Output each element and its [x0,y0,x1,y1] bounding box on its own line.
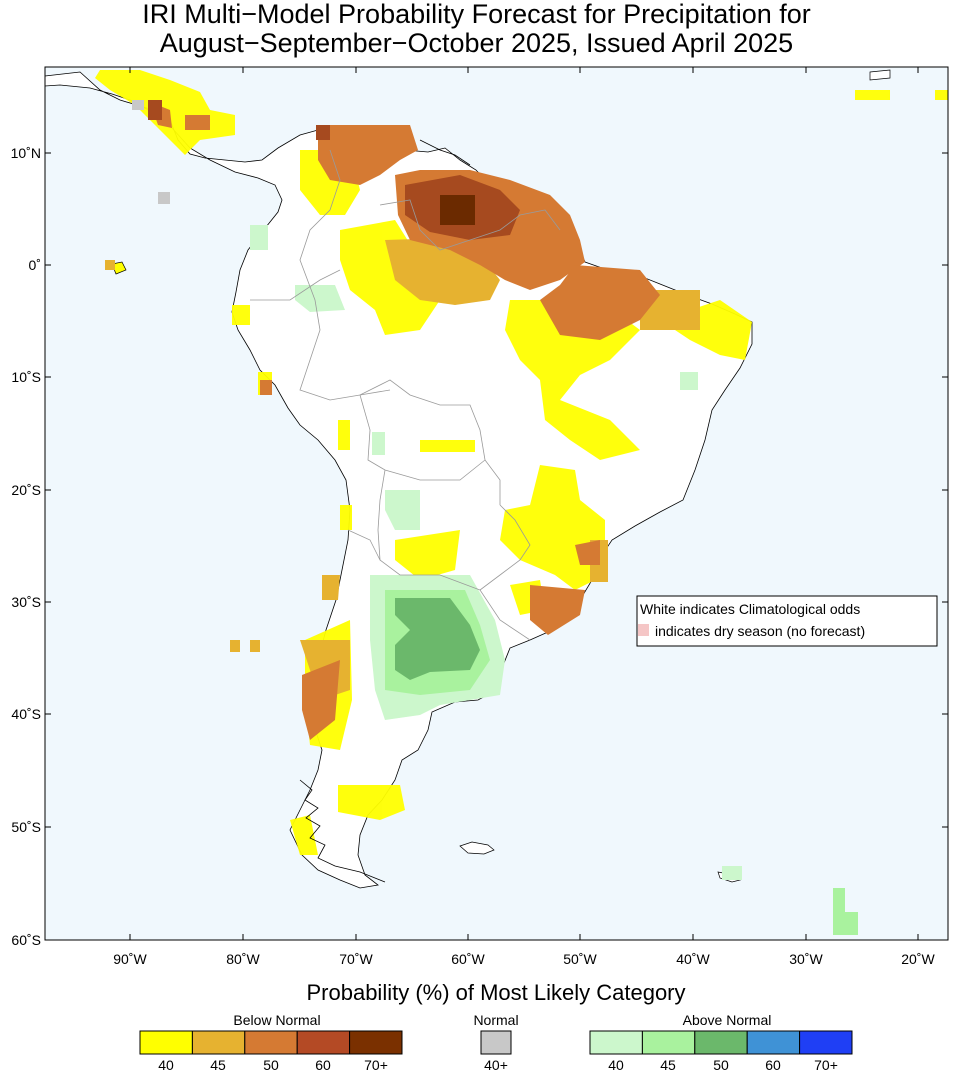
above-normal-swatch-50 [694,1030,748,1055]
latitude-labels: 10˚N 0˚ 10˚S 20˚S 30˚S 40˚S 50˚S 60˚S [11,145,41,948]
lon-tick-label: 90˚W [113,951,147,967]
normal-label: Normal [473,1012,518,1028]
lon-tick-label: 40˚W [676,951,710,967]
axis-ticks [45,67,948,940]
caribbean-islands [869,69,891,81]
above-normal-tick: 70+ [814,1057,838,1073]
map-title-line-2: August−September−October 2025, Issued Ap… [159,28,794,58]
map-panel: 90˚W 80˚W 70˚W 60˚W 50˚W 40˚W 30˚W 20˚W … [11,66,949,967]
country-borders [250,149,561,641]
below-normal-70plus-areas [440,195,475,225]
below-normal-tick: 40 [158,1057,174,1073]
lon-tick-label: 70˚W [339,951,373,967]
map-title-line-1: IRI Multi−Model Probability Forecast for… [142,0,811,29]
normal-category-areas [132,100,170,204]
coastline-details [299,139,471,883]
below-normal-swatch-40 [139,1030,193,1055]
below-normal-swatch-70plus [349,1030,403,1055]
lon-tick-label: 20˚W [901,951,935,967]
dry-season-swatch [638,624,649,636]
note-line-2: indicates dry season (no forecast) [655,623,865,639]
above-normal-swatch-60 [746,1030,801,1055]
galapagos-islands [111,261,127,275]
above-normal-tick: 40 [608,1057,624,1073]
lon-tick-label: 50˚W [563,951,597,967]
lon-tick-label: 30˚W [789,951,823,967]
lat-tick-label: 20˚S [11,482,41,498]
legend-title: Probability (%) of Most Likely Category [306,980,685,1005]
falkland-islands [459,841,495,855]
below-normal-label: Below Normal [233,1012,320,1028]
above-normal-tick: 45 [660,1057,676,1073]
note-line-1: White indicates Climatological odds [640,601,860,617]
below-normal-swatch-50 [244,1030,298,1055]
lat-tick-label: 60˚S [11,932,41,948]
legend: Probability (%) of Most Likely Category … [139,980,853,1073]
lat-tick-label: 10˚N [11,145,41,161]
lat-tick-label: 30˚S [11,594,41,610]
lat-tick-label: 50˚S [11,819,41,835]
above-normal-swatch-40 [589,1030,643,1055]
below-normal-swatch-45 [191,1030,246,1055]
below-normal-ticks: 40 45 50 60 70+ [158,1057,388,1073]
lat-tick-label: 10˚S [11,369,41,385]
below-normal-tick: 50 [263,1057,279,1073]
below-normal-colorbar [139,1030,403,1055]
above-normal-label: Above Normal [683,1012,772,1028]
lon-tick-label: 60˚W [451,951,485,967]
lon-tick-label: 80˚W [226,951,260,967]
longitude-labels: 90˚W 80˚W 70˚W 60˚W 50˚W 40˚W 30˚W 20˚W [113,951,935,967]
map-frame [44,66,949,941]
above-normal-swatch-45 [641,1030,696,1055]
lat-tick-label: 40˚S [11,706,41,722]
above-normal-swatch-70plus [799,1030,853,1055]
above-normal-tick: 50 [713,1057,729,1073]
above-normal-50-areas [395,598,480,680]
below-normal-tick: 60 [315,1057,331,1073]
climatology-note-box: White indicates Climatological odds indi… [636,595,938,647]
below-normal-swatch-60 [296,1030,351,1055]
normal-swatch-40plus [480,1030,512,1055]
above-normal-colorbar [589,1030,853,1055]
normal-tick: 40+ [484,1057,508,1073]
above-normal-tick: 60 [765,1057,781,1073]
below-normal-tick: 70+ [364,1057,388,1073]
lat-tick-label: 0˚ [29,257,41,273]
above-normal-ticks: 40 45 50 60 70+ [608,1057,838,1073]
below-normal-tick: 45 [210,1057,226,1073]
